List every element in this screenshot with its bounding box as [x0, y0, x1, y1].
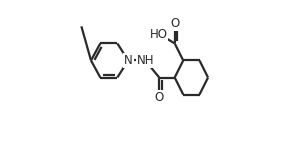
Text: O: O — [170, 17, 179, 30]
Text: NH: NH — [136, 54, 154, 67]
Text: N: N — [124, 54, 132, 67]
Text: O: O — [155, 91, 164, 104]
Text: HO: HO — [149, 28, 167, 41]
